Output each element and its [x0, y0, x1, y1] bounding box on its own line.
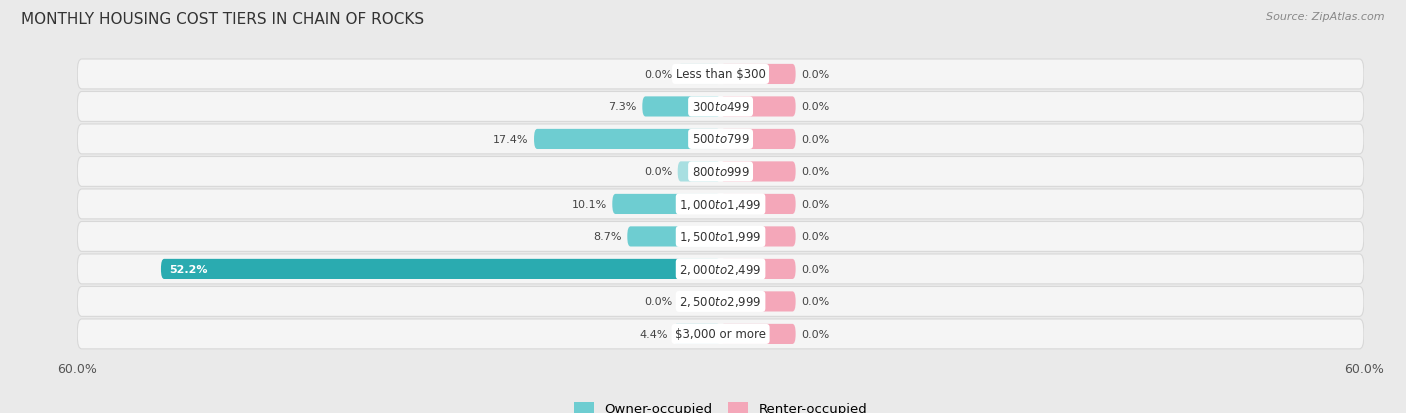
- FancyBboxPatch shape: [77, 254, 1364, 284]
- Text: $1,000 to $1,499: $1,000 to $1,499: [679, 197, 762, 211]
- FancyBboxPatch shape: [721, 195, 796, 214]
- FancyBboxPatch shape: [77, 60, 1364, 90]
- Text: 52.2%: 52.2%: [170, 264, 208, 274]
- FancyBboxPatch shape: [160, 259, 721, 279]
- Text: 0.0%: 0.0%: [801, 135, 830, 145]
- FancyBboxPatch shape: [627, 227, 721, 247]
- Text: $2,500 to $2,999: $2,500 to $2,999: [679, 295, 762, 309]
- FancyBboxPatch shape: [721, 162, 796, 182]
- Text: $800 to $999: $800 to $999: [692, 166, 749, 178]
- Text: MONTHLY HOUSING COST TIERS IN CHAIN OF ROCKS: MONTHLY HOUSING COST TIERS IN CHAIN OF R…: [21, 12, 425, 27]
- Text: Less than $300: Less than $300: [676, 68, 765, 81]
- Text: 0.0%: 0.0%: [801, 199, 830, 209]
- Legend: Owner-occupied, Renter-occupied: Owner-occupied, Renter-occupied: [574, 401, 868, 413]
- Text: 17.4%: 17.4%: [494, 135, 529, 145]
- FancyBboxPatch shape: [721, 259, 796, 279]
- Text: Source: ZipAtlas.com: Source: ZipAtlas.com: [1267, 12, 1385, 22]
- Text: 0.0%: 0.0%: [644, 167, 672, 177]
- FancyBboxPatch shape: [721, 65, 796, 85]
- Text: 7.3%: 7.3%: [609, 102, 637, 112]
- FancyBboxPatch shape: [77, 125, 1364, 154]
- Text: 0.0%: 0.0%: [801, 102, 830, 112]
- FancyBboxPatch shape: [77, 157, 1364, 187]
- Text: 0.0%: 0.0%: [801, 264, 830, 274]
- FancyBboxPatch shape: [77, 319, 1364, 349]
- FancyBboxPatch shape: [643, 97, 721, 117]
- Text: 0.0%: 0.0%: [644, 70, 672, 80]
- FancyBboxPatch shape: [77, 222, 1364, 252]
- Text: 4.4%: 4.4%: [640, 329, 668, 339]
- Text: $2,000 to $2,499: $2,000 to $2,499: [679, 262, 762, 276]
- Text: $300 to $499: $300 to $499: [692, 101, 749, 114]
- FancyBboxPatch shape: [77, 287, 1364, 317]
- FancyBboxPatch shape: [678, 162, 721, 182]
- Text: $1,500 to $1,999: $1,500 to $1,999: [679, 230, 762, 244]
- Text: 0.0%: 0.0%: [801, 167, 830, 177]
- Text: 0.0%: 0.0%: [801, 329, 830, 339]
- FancyBboxPatch shape: [612, 195, 721, 214]
- FancyBboxPatch shape: [721, 130, 796, 150]
- FancyBboxPatch shape: [721, 227, 796, 247]
- Text: 0.0%: 0.0%: [801, 297, 830, 307]
- Text: 0.0%: 0.0%: [801, 70, 830, 80]
- FancyBboxPatch shape: [721, 324, 796, 344]
- FancyBboxPatch shape: [678, 292, 721, 312]
- Text: 10.1%: 10.1%: [572, 199, 607, 209]
- Text: 0.0%: 0.0%: [801, 232, 830, 242]
- FancyBboxPatch shape: [678, 65, 721, 85]
- FancyBboxPatch shape: [673, 324, 721, 344]
- FancyBboxPatch shape: [534, 130, 721, 150]
- Text: 8.7%: 8.7%: [593, 232, 621, 242]
- FancyBboxPatch shape: [721, 292, 796, 312]
- Text: $500 to $799: $500 to $799: [692, 133, 749, 146]
- FancyBboxPatch shape: [721, 97, 796, 117]
- Text: $3,000 or more: $3,000 or more: [675, 328, 766, 341]
- FancyBboxPatch shape: [77, 92, 1364, 122]
- FancyBboxPatch shape: [77, 190, 1364, 219]
- Text: 0.0%: 0.0%: [644, 297, 672, 307]
